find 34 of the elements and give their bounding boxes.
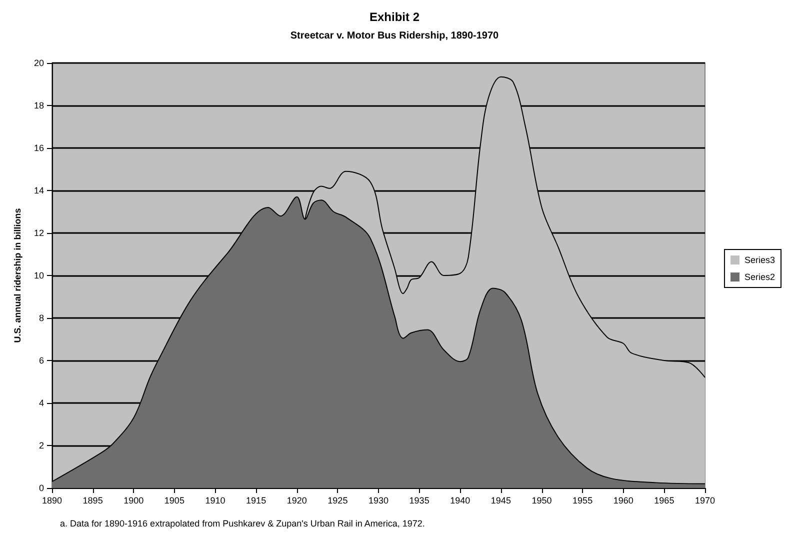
y-tick-label: 12 <box>34 228 44 238</box>
x-tick-label: 1905 <box>164 496 184 506</box>
x-tick-label: 1965 <box>654 496 674 506</box>
chart-title: Exhibit 2 <box>369 10 420 24</box>
x-tick-label: 1950 <box>532 496 552 506</box>
y-tick-label: 2 <box>38 440 44 450</box>
chart-subtitle: Streetcar v. Motor Bus Ridership, 1890-1970 <box>290 30 500 42</box>
text: a. Data for 1890-1916 extrapolated from Pushkarev & Zupan's Urban Rail in America, 1972. <box>60 518 425 528</box>
x-tick-label: 1970 <box>694 496 716 506</box>
legend-label: Series2 <box>744 272 775 282</box>
x-tick-label: 1930 <box>368 496 389 506</box>
y-tick-label: 0 <box>38 483 44 493</box>
x-tick-label: 1895 <box>82 496 103 506</box>
y-axis-title: U.S. annual ridership in billions <box>12 208 22 343</box>
y-tick-label: 20 <box>34 58 44 68</box>
legend-label: Series3 <box>744 255 775 265</box>
x-tick-label: 1940 <box>450 496 470 506</box>
y-tick-label: 10 <box>34 270 44 280</box>
x-tick-label: 1935 <box>409 496 430 506</box>
x-tick-label: 1910 <box>205 496 226 506</box>
y-tick-label: 4 <box>38 398 44 408</box>
y-tick-label: 16 <box>34 143 44 153</box>
y-tick-label: 8 <box>38 313 44 323</box>
y-tick-label: 14 <box>34 186 44 196</box>
x-tick-label: 1915 <box>246 496 266 506</box>
x-tick-label: 1925 <box>328 496 348 506</box>
x-tick-label: 1890 <box>42 496 62 506</box>
y-tick-label: 18 <box>34 100 44 110</box>
y-tick-label: 6 <box>38 356 44 366</box>
x-tick-label: 1900 <box>124 496 144 506</box>
x-tick-label: 1920 <box>286 496 307 506</box>
x-tick-label: 1955 <box>572 496 593 506</box>
x-tick-label: 1960 <box>613 496 634 506</box>
x-tick-label: 1945 <box>490 496 511 506</box>
